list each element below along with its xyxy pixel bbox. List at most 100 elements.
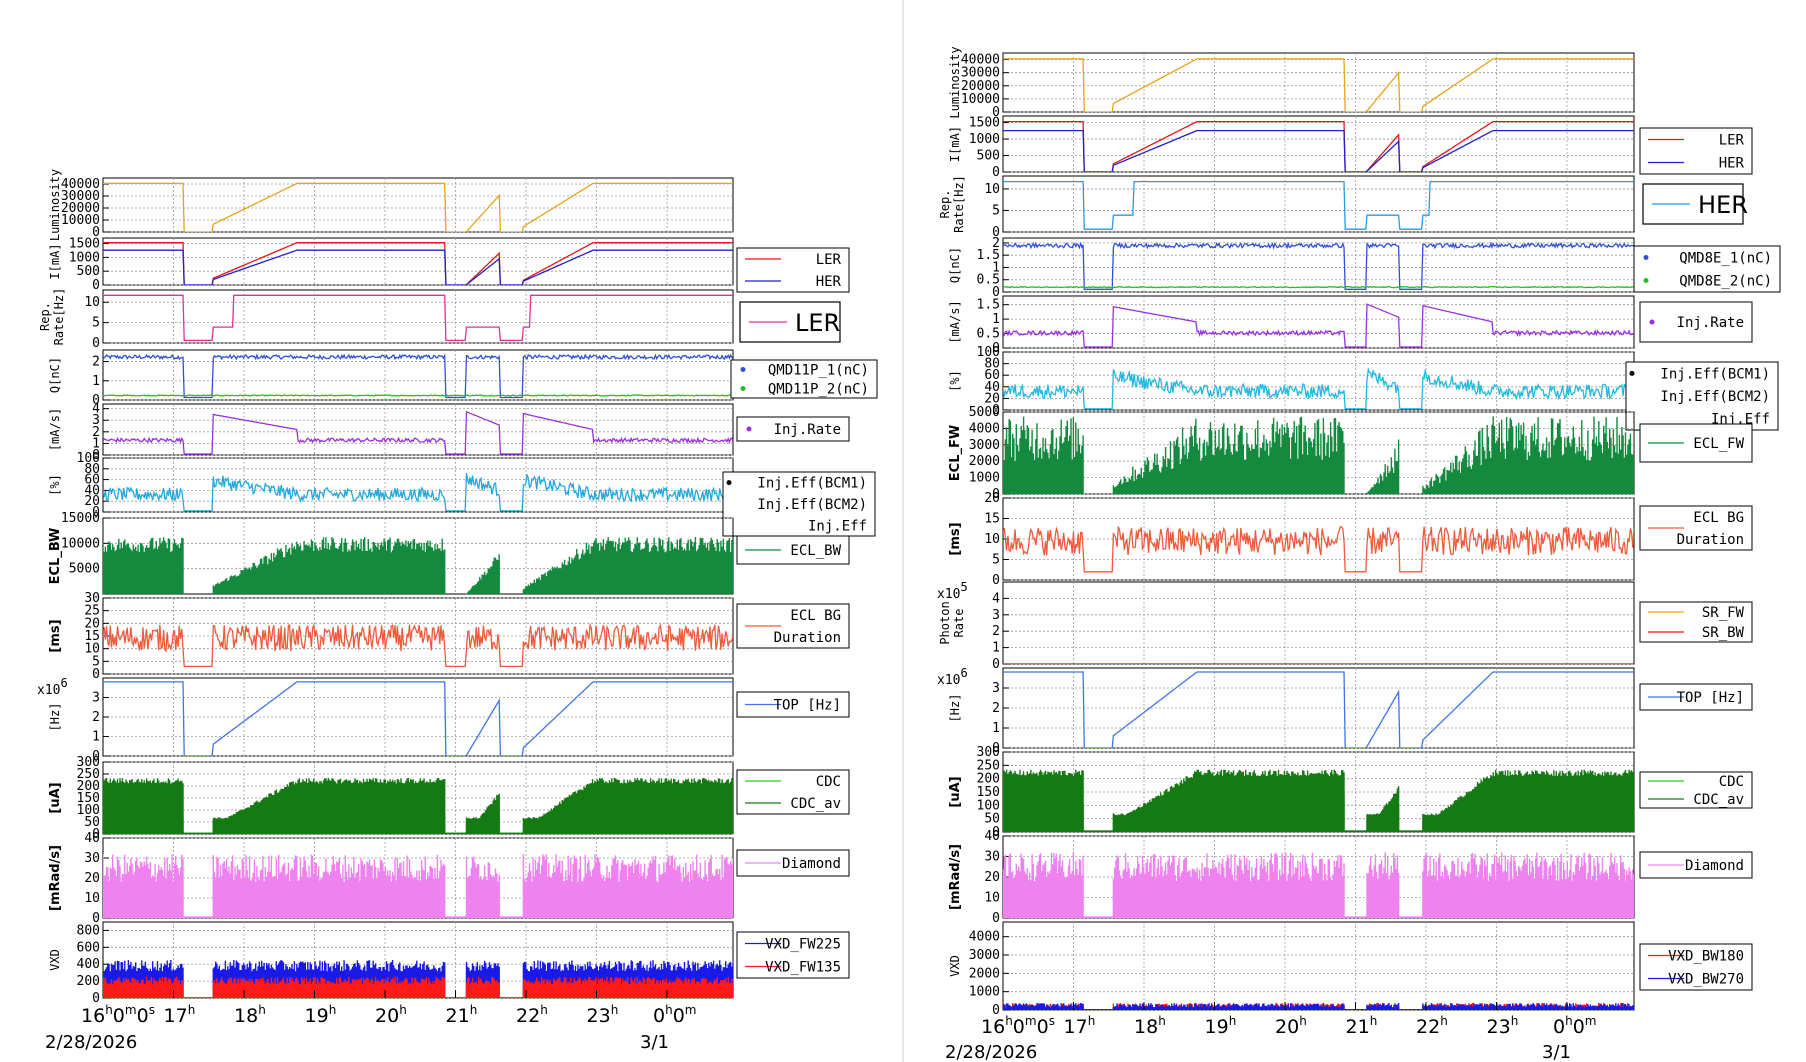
series-ler <box>103 242 733 285</box>
y-tick-label: 250 <box>77 767 100 782</box>
legend-sr: SR_FW SR_BW <box>1639 601 1753 643</box>
y-axis-label: I[mA] <box>48 243 62 279</box>
y-axis-label: ECL_FW <box>948 425 963 481</box>
y-tick-label: 25 <box>84 604 100 619</box>
y-tick-label: 40 <box>84 831 100 846</box>
y-tick-label: 20000 <box>61 201 100 216</box>
legend-label: VXD_FW225 <box>765 937 841 953</box>
legend-label: Duration <box>774 630 841 646</box>
legend-label: Inj.Eff <box>808 518 867 534</box>
series-ecl-bw <box>103 537 733 594</box>
y-tick-label: 1.5 <box>977 248 1000 263</box>
legend-label: VXD_BW270 <box>1668 972 1744 988</box>
y-tick-label: 5000 <box>69 562 100 577</box>
x-tick-label: 16h0m0s <box>981 1014 1055 1038</box>
legend-label: LER <box>816 252 842 268</box>
y-tick-label: 30 <box>84 851 100 866</box>
legend-cur: LER HER <box>1639 127 1753 175</box>
y-tick-label: 0 <box>992 573 1000 588</box>
y-tick-label: 2 <box>992 236 1000 251</box>
y-axis-label: ECL_BW <box>48 528 63 585</box>
panel-frame <box>102 237 734 286</box>
y-tick-label: 30000 <box>61 189 100 204</box>
y-axis-label: Q[nC] <box>948 247 962 283</box>
y-tick-label: 20 <box>84 616 100 631</box>
series-vxd-fw135 <box>103 976 733 998</box>
legend-q: QMD11P_1(nC) QMD11P_2(nC) <box>730 359 878 399</box>
y-axis-label: VXD <box>48 949 62 971</box>
y-tick-label: 2 <box>992 624 1000 639</box>
legend-q: QMD8E_1(nC) QMD8E_2(nC) <box>1633 245 1781 293</box>
legend-label: QMD11P_2(nC) <box>768 382 869 398</box>
panel-dia: 40 30 20 10 0 [mRad/s] Diamond <box>48 831 850 926</box>
legend-label: LER <box>795 309 840 337</box>
legend-label: SR_BW <box>1702 625 1745 641</box>
panel-eclbg: 20 15 10 5 0 [ms] ECL BG Duration <box>948 491 1753 588</box>
legend-top: TOP [Hz] <box>1639 683 1753 711</box>
y-tick-label: 30 <box>984 850 1000 865</box>
y-tick-label: 100 <box>977 345 1000 360</box>
series-ecl-bg-duration <box>1003 525 1634 573</box>
series-qmd11p-1-nc- <box>103 353 733 399</box>
legend-label: ECL_BW <box>790 543 841 559</box>
next-date-label: 3/1 <box>640 1032 669 1053</box>
series-lum <box>1003 58 1634 112</box>
panel-frame <box>1002 175 1635 233</box>
legend-label: VXD_BW180 <box>1668 949 1744 965</box>
y-tick-label: 200 <box>77 974 100 989</box>
y-tick-label: 60 <box>984 368 1000 383</box>
next-date-label: 3/1 <box>1542 1042 1571 1062</box>
series-cdc-av <box>1003 769 1634 832</box>
legend-label: QMD8E_2(nC) <box>1679 274 1772 290</box>
x-tick-label: 0h0m <box>653 1003 697 1027</box>
y-axis-label: [Hz] <box>48 703 62 732</box>
legend-dia: Diamond <box>736 849 850 877</box>
legend-ecl: ECL_BW <box>736 535 850 565</box>
y-tick-label: 2 <box>92 355 100 370</box>
series-her <box>1003 129 1634 172</box>
y-tick-label: 10 <box>984 182 1000 197</box>
y-tick-label: 1 <box>992 721 1000 736</box>
y-tick-label: 10000 <box>961 92 1000 107</box>
y-tick-label: 1 <box>992 260 1000 275</box>
legend-label: Diamond <box>1685 858 1744 874</box>
y-tick-label: 3 <box>92 691 100 706</box>
panel-frame <box>1002 295 1635 349</box>
y-axis-label: [mRad/s] <box>48 845 63 911</box>
legend-label: Inj.Rate <box>1677 315 1744 331</box>
y-axis-label: Q[nC] <box>48 357 62 393</box>
x-tick-label: 21h <box>1346 1014 1378 1038</box>
legend-label: Inj.Eff(BCM2) <box>1660 389 1770 405</box>
y-tick-label: 20 <box>984 491 1000 506</box>
y-tick-label: 250 <box>977 758 1000 773</box>
y-axis-label: [%] <box>948 370 962 392</box>
y-axis-label: Rate[Hz] <box>52 288 66 346</box>
series-ecl-fw <box>1003 416 1634 494</box>
legend-eclbg: ECL BG Duration <box>736 603 850 649</box>
y-tick-label: 3000 <box>969 948 1000 963</box>
y-tick-label: 1 <box>92 374 100 389</box>
legend-label: LER <box>1719 133 1745 149</box>
y-tick-label: 15 <box>984 512 1000 527</box>
y-axis-label: Rate <box>952 609 966 638</box>
y-tick-label: 5 <box>92 316 100 331</box>
panel-frame <box>102 289 734 344</box>
y-tick-label: 500 <box>977 149 1000 164</box>
y-axis-label: [%] <box>48 474 62 496</box>
y-tick-label: 10 <box>84 642 100 657</box>
legend-label: QMD8E_1(nC) <box>1679 251 1772 267</box>
legend-label: HER <box>816 274 842 290</box>
y-tick-label: 20 <box>84 494 100 509</box>
y-tick-label: 100 <box>77 451 100 466</box>
y-tick-label: 0.5 <box>977 273 1000 288</box>
series-qmd8e-2-nc- <box>1003 285 1634 289</box>
legend-label: VXD_FW135 <box>765 960 841 976</box>
y-tick-label: 1500 <box>969 116 1000 131</box>
panel-q: 21.510.50 Q[nC] QMD8E_1(nC) QMD8E_2(nC) <box>948 236 1781 300</box>
y-tick-label: 1.5 <box>977 298 1000 313</box>
